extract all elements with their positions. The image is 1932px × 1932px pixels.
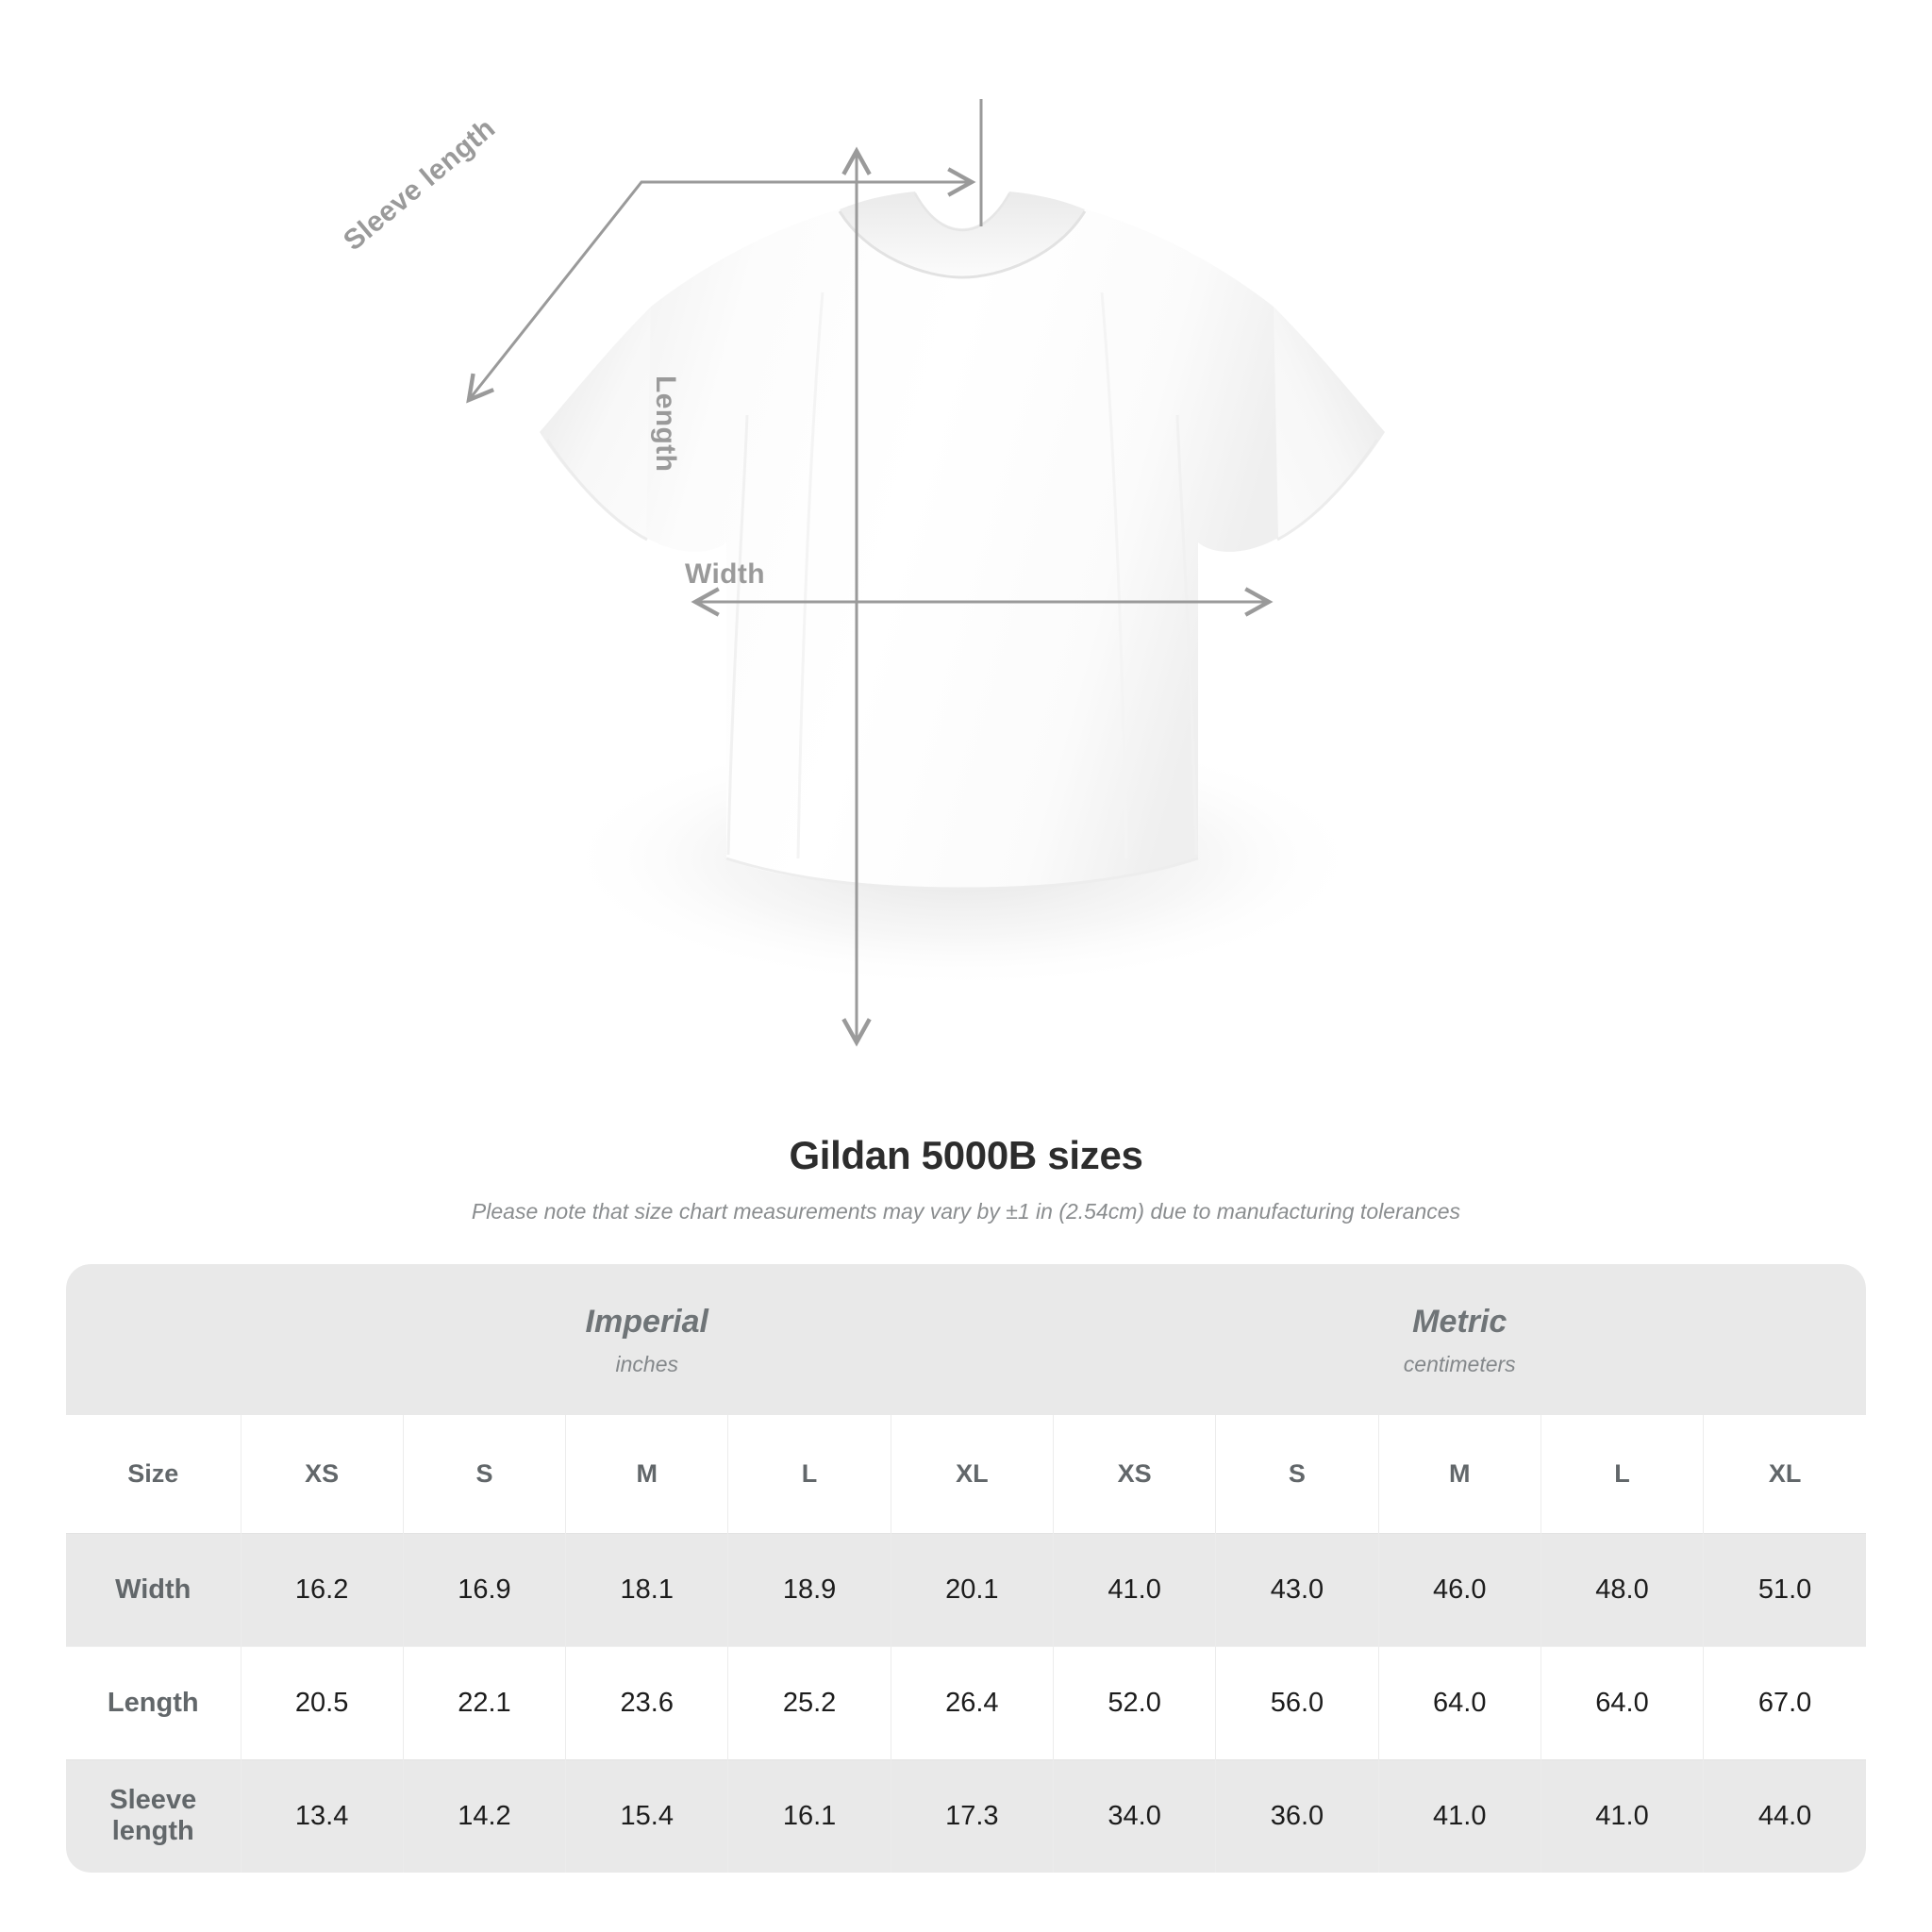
cell-sleeve-imperial-s: 14.2 — [402, 1758, 566, 1873]
table-row: Length 20.5 22.1 23.6 25.2 26.4 52.0 56.… — [66, 1645, 1866, 1759]
sleeve-length-arrow — [466, 99, 983, 404]
unit-header-row: Imperial inches Metric centimeters — [66, 1264, 1866, 1415]
size-table-container: Imperial inches Metric centimeters Size … — [0, 1264, 1932, 1873]
tshirt-illustration: Sleeve length Length Width — [338, 99, 1385, 1047]
size-header-imperial-xs: XS — [240, 1415, 404, 1533]
size-header-metric-xl: XL — [1703, 1415, 1866, 1533]
cell-width-metric-xl: 51.0 — [1703, 1532, 1866, 1646]
table-row: Sleeve length 13.4 14.2 15.4 16.1 17.3 3… — [66, 1758, 1866, 1873]
cell-sleeve-metric-l: 41.0 — [1540, 1758, 1704, 1873]
cell-sleeve-metric-s: 36.0 — [1215, 1758, 1379, 1873]
row-label-sleeve-length: Sleeve length — [66, 1758, 241, 1873]
cell-length-metric-m: 64.0 — [1377, 1645, 1541, 1759]
cell-width-metric-xs: 41.0 — [1052, 1532, 1216, 1646]
unit-name-imperial: Imperial — [585, 1304, 708, 1341]
cell-width-metric-l: 48.0 — [1540, 1532, 1704, 1646]
unit-name-metric: Metric — [1412, 1304, 1507, 1341]
cell-width-imperial-xl: 20.1 — [890, 1532, 1054, 1646]
unit-cell-metric: Metric centimeters — [1053, 1264, 1866, 1415]
unit-sub-metric: centimeters — [1403, 1351, 1516, 1376]
size-header-imperial-s: S — [402, 1415, 566, 1533]
cell-length-metric-xs: 52.0 — [1052, 1645, 1216, 1759]
page-title: Gildan 5000B sizes — [789, 1133, 1143, 1177]
unit-sub-imperial: inches — [615, 1351, 678, 1376]
dimension-arrows — [466, 99, 1274, 1047]
cell-width-imperial-l: 18.9 — [727, 1532, 891, 1646]
table-row: Width 16.2 16.9 18.1 18.9 20.1 41.0 43.0… — [66, 1532, 1866, 1646]
cell-width-imperial-s: 16.9 — [402, 1532, 566, 1646]
cell-width-metric-m: 46.0 — [1377, 1532, 1541, 1646]
size-table: Imperial inches Metric centimeters Size … — [66, 1264, 1866, 1873]
row-label-length: Length — [66, 1645, 241, 1759]
cell-width-imperial-m: 18.1 — [565, 1532, 728, 1646]
cell-width-imperial-xs: 16.2 — [240, 1532, 404, 1646]
cell-sleeve-metric-m: 41.0 — [1377, 1758, 1541, 1873]
heading-block: Gildan 5000B sizes Please note that size… — [0, 1133, 1932, 1224]
cell-length-metric-s: 56.0 — [1215, 1645, 1379, 1759]
cell-length-metric-l: 64.0 — [1540, 1645, 1704, 1759]
tolerance-note: Please note that size chart measurements… — [471, 1199, 1461, 1224]
cell-length-imperial-xl: 26.4 — [890, 1645, 1054, 1759]
size-header-metric-xs: XS — [1052, 1415, 1216, 1533]
size-header-label: Size — [66, 1415, 241, 1533]
cell-sleeve-imperial-xs: 13.4 — [240, 1758, 404, 1873]
size-header-imperial-l: L — [727, 1415, 891, 1533]
cell-length-imperial-xs: 20.5 — [240, 1645, 404, 1759]
cell-width-metric-s: 43.0 — [1215, 1532, 1379, 1646]
unit-cell-imperial: Imperial inches — [241, 1264, 1054, 1415]
cell-sleeve-imperial-l: 16.1 — [727, 1758, 891, 1873]
size-header-imperial-m: M — [565, 1415, 728, 1533]
size-header-metric-l: L — [1540, 1415, 1704, 1533]
size-header-metric-m: M — [1377, 1415, 1541, 1533]
unit-spacer-cell — [66, 1264, 241, 1415]
length-label: Length — [650, 375, 681, 473]
cell-sleeve-imperial-m: 15.4 — [565, 1758, 728, 1873]
size-header-imperial-xl: XL — [890, 1415, 1054, 1533]
cell-sleeve-metric-xl: 44.0 — [1703, 1758, 1866, 1873]
width-label: Width — [685, 558, 766, 590]
cell-length-imperial-s: 22.1 — [402, 1645, 566, 1759]
size-header-metric-s: S — [1215, 1415, 1379, 1533]
cell-sleeve-metric-xs: 34.0 — [1052, 1758, 1216, 1873]
cell-length-imperial-m: 23.6 — [565, 1645, 728, 1759]
cell-sleeve-imperial-xl: 17.3 — [890, 1758, 1054, 1873]
cell-length-imperial-l: 25.2 — [727, 1645, 891, 1759]
cell-length-metric-xl: 67.0 — [1703, 1645, 1866, 1759]
row-label-width: Width — [66, 1532, 241, 1646]
size-header-row: Size XS S M L XL XS S M L XL — [66, 1415, 1866, 1533]
